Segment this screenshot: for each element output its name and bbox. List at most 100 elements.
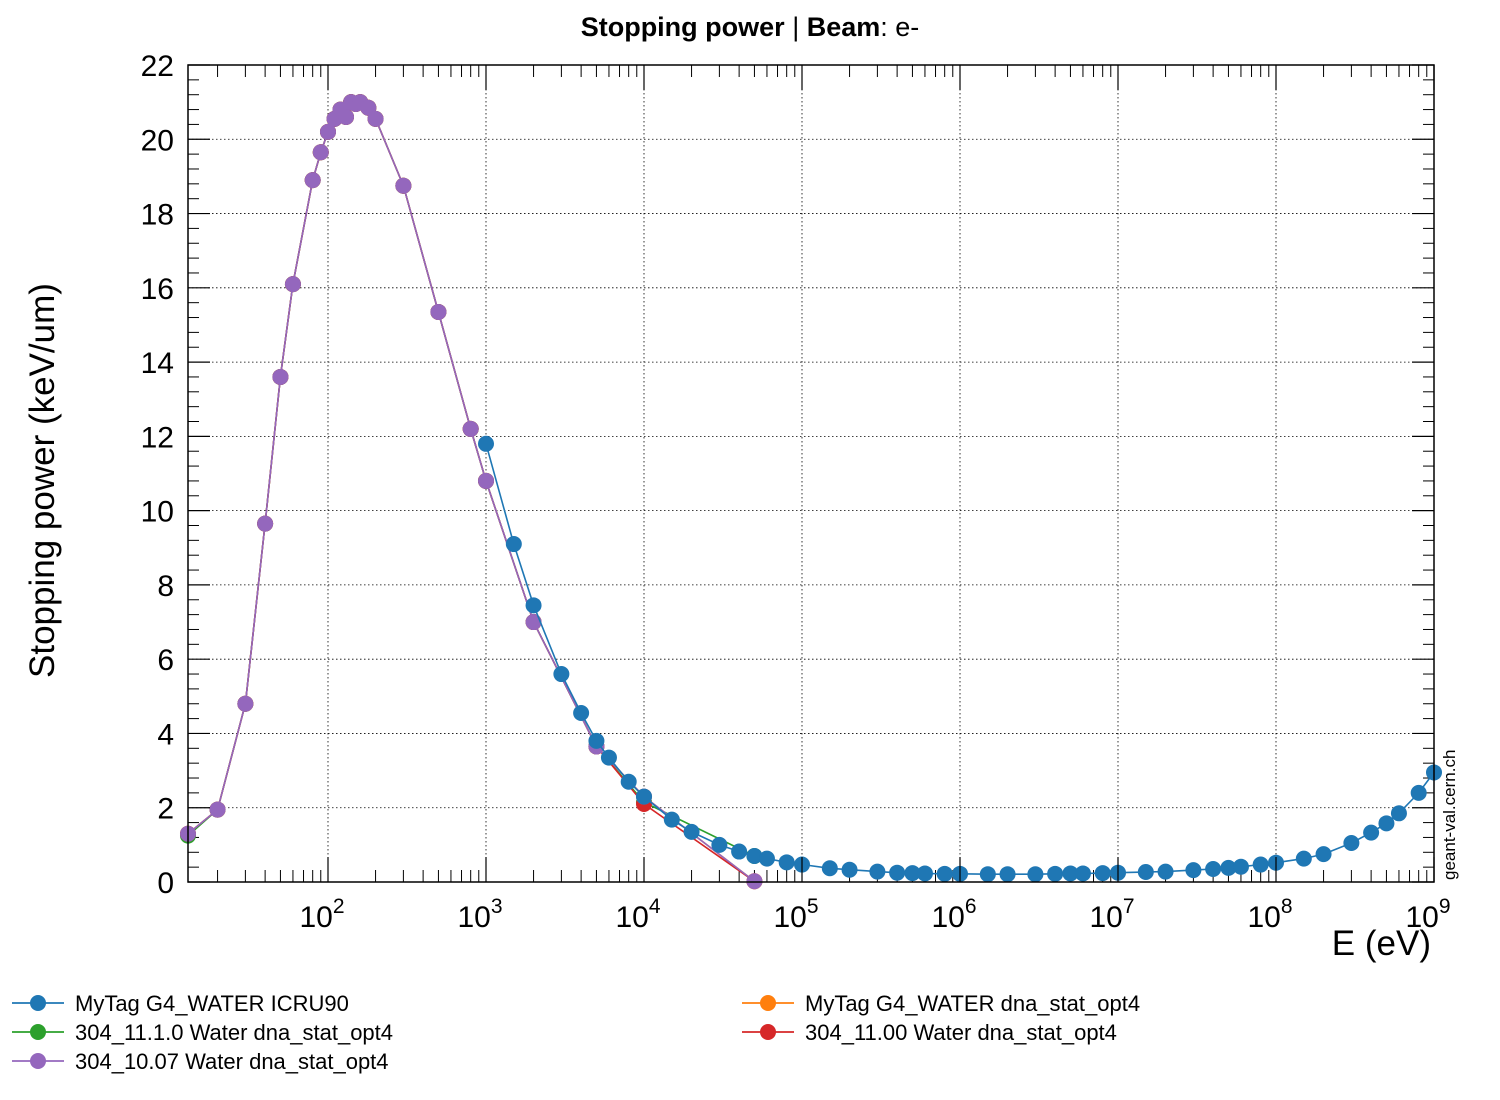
data-point: [1185, 862, 1202, 879]
data-point: [1094, 865, 1111, 882]
data-point: [505, 536, 522, 553]
y-tick-label: 0: [157, 867, 174, 900]
x-tick-base: 10: [457, 901, 490, 934]
data-point: [936, 865, 953, 882]
data-point: [1410, 784, 1427, 801]
data-point: [1205, 861, 1222, 878]
data-point: [758, 850, 775, 867]
data-point: [257, 515, 274, 532]
data-point: [462, 420, 479, 437]
y-tick-label: 4: [157, 718, 174, 751]
series-3: [180, 94, 763, 890]
data-point: [209, 801, 226, 818]
chart-title-beam-value: : e-: [880, 12, 919, 42]
data-point: [1378, 815, 1395, 832]
data-point: [312, 144, 329, 161]
data-point: [338, 108, 355, 125]
data-point: [1315, 846, 1332, 863]
data-point: [1363, 824, 1380, 841]
data-point: [477, 435, 494, 452]
legend-label: 304_10.07 Water dna_stat_opt4: [75, 1049, 389, 1074]
data-point: [904, 865, 921, 882]
x-tick-label: 105: [773, 895, 818, 934]
legend-marker: [760, 1024, 776, 1040]
series-line: [187, 101, 755, 857]
data-point: [821, 860, 838, 877]
legend-item: MyTag G4_WATER ICRU90: [12, 991, 349, 1016]
legend-marker: [760, 995, 776, 1011]
x-tick-exponent: 6: [965, 895, 977, 918]
x-tick-label: 103: [457, 895, 502, 934]
data-point: [304, 172, 321, 189]
x-axis: 102 103 104 105 106 107 108 109: [299, 65, 1451, 934]
y-tick-label: 16: [141, 273, 174, 306]
data-point: [746, 848, 763, 865]
y-tick-label: 20: [141, 124, 174, 157]
chart-title-separator: |: [785, 12, 807, 42]
legend-marker: [30, 1024, 46, 1040]
x-tick-exponent: 8: [1281, 895, 1293, 918]
legend-label: MyTag G4_WATER ICRU90: [75, 991, 349, 1016]
data-point: [1232, 858, 1249, 875]
chart-title-beam-label: Beam: [807, 12, 881, 42]
series-1: [180, 94, 763, 890]
data-point: [999, 866, 1016, 883]
series-line: [187, 101, 755, 882]
data-point: [395, 177, 412, 194]
data-point: [1390, 805, 1407, 822]
y-axis-label: Stopping power (keV/um): [23, 283, 62, 678]
data-point: [683, 823, 700, 840]
y-tick-label: 12: [141, 421, 174, 454]
y-tick-label: 8: [157, 570, 174, 603]
data-point: [620, 773, 637, 790]
x-tick-label: 102: [299, 895, 344, 934]
x-axis-label: E (eV): [1332, 924, 1431, 963]
data-point: [1157, 863, 1174, 880]
legend-label: MyTag G4_WATER dna_stat_opt4: [805, 991, 1140, 1016]
y-tick-label: 10: [141, 496, 174, 529]
data-point: [979, 866, 996, 883]
legend: MyTag G4_WATER ICRU90 MyTag G4_WATER dna_…: [12, 991, 1140, 1074]
y-tick-label: 6: [157, 644, 174, 677]
minor-ticks: [188, 65, 1434, 882]
chart-title-main: Stopping power: [581, 12, 785, 42]
data-point: [1074, 865, 1091, 882]
x-tick-label: 106: [931, 895, 976, 934]
series-line: [187, 101, 755, 882]
x-tick-label: 109: [1405, 895, 1450, 934]
data-point: [635, 788, 652, 805]
x-tick-base: 10: [931, 901, 964, 934]
series-line: [187, 101, 755, 882]
x-tick-exponent: 4: [649, 895, 661, 918]
series-2: [180, 94, 763, 865]
x-tick-exponent: 3: [491, 895, 503, 918]
data-point: [916, 865, 933, 882]
data-point: [869, 863, 886, 880]
x-tick-exponent: 9: [1439, 895, 1451, 918]
x-tick-exponent: 5: [807, 895, 819, 918]
y-tick-label: 18: [141, 199, 174, 232]
x-tick-exponent: 7: [1123, 895, 1135, 918]
data-point: [573, 705, 590, 722]
legend-item: 304_11.00 Water dna_stat_opt4: [742, 1020, 1117, 1045]
gridlines: [188, 65, 1434, 882]
x-tick-base: 10: [615, 901, 648, 934]
data-point: [1137, 863, 1154, 880]
legend-marker: [30, 995, 46, 1011]
series-4: [180, 94, 763, 890]
legend-item: 304_11.1.0 Water dna_stat_opt4: [12, 1020, 393, 1045]
data-point: [1343, 835, 1360, 852]
legend-marker: [30, 1053, 46, 1069]
data-point: [525, 614, 542, 631]
watermark: geant-val.cern.ch: [1440, 750, 1459, 880]
data-point: [430, 303, 447, 320]
data-point: [778, 854, 795, 871]
legend-label: 304_11.00 Water dna_stat_opt4: [805, 1020, 1117, 1045]
data-point: [553, 666, 570, 683]
x-tick-base: 10: [1405, 901, 1438, 934]
data-point: [477, 472, 494, 489]
data-point: [1295, 850, 1312, 867]
y-axis: 0 2 4 6 8 10 12 14 16 18 20 22: [141, 50, 1434, 900]
data-point: [237, 695, 254, 712]
data-point: [1062, 865, 1079, 882]
